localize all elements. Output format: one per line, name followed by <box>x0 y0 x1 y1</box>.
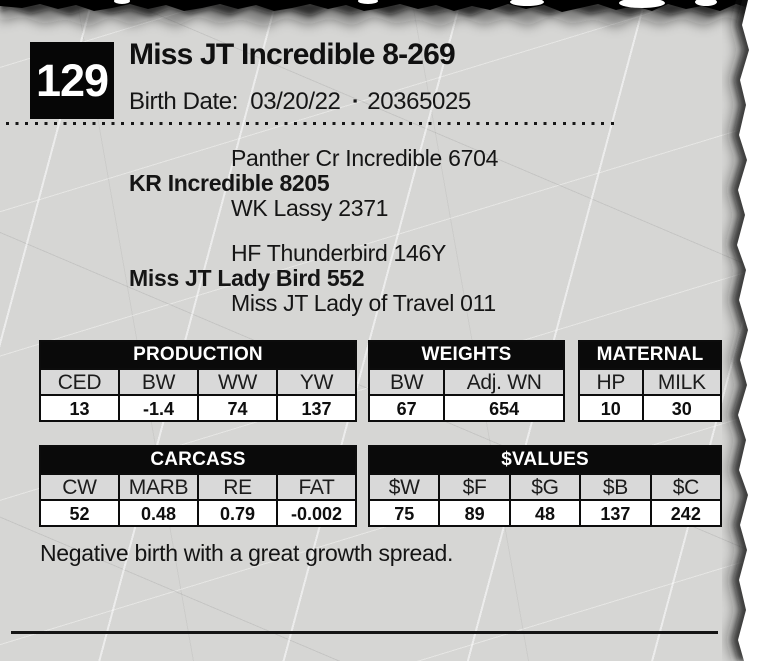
production-value-row: 13 -1.4 74 137 <box>41 394 355 420</box>
torn-paper-right-edge <box>725 0 770 661</box>
birth-date-line: Birth Date: 03/20/22 ▪ 20365025 <box>129 88 477 116</box>
registration-number: 20365025 <box>367 88 471 115</box>
column-header-re: RE <box>197 473 276 499</box>
dotted-divider <box>6 122 614 125</box>
value-bw: 67 <box>370 394 444 420</box>
svalues-table-title: $VALUES <box>370 447 720 473</box>
footnote-text: Negative birth with a great growth sprea… <box>40 540 454 566</box>
value-sf: 89 <box>438 499 509 525</box>
pedigree-dam-dam: Miss JT Lady of Travel 011 <box>231 290 496 316</box>
maternal-table-title: MATERNAL <box>580 342 720 368</box>
value-sg: 48 <box>508 499 580 525</box>
value-hp: 10 <box>580 394 642 420</box>
column-header-bw: BW <box>370 368 444 394</box>
maternal-header-row: HP MILK <box>580 368 720 394</box>
torn-paper-top-edge <box>0 0 770 27</box>
value-marb: 0.48 <box>118 499 197 525</box>
lot-number-badge: 129 <box>30 42 114 119</box>
footer-rule <box>11 631 718 634</box>
value-yw: 137 <box>276 394 355 420</box>
maternal-table: MATERNAL HP MILK 10 30 <box>578 340 722 422</box>
maternal-value-row: 10 30 <box>580 394 720 420</box>
value-adj-wn: 654 <box>443 394 563 420</box>
column-header-sf: $F <box>438 473 509 499</box>
column-header-bw: BW <box>118 368 197 394</box>
value-sw: 75 <box>370 499 439 525</box>
value-sc: 242 <box>649 499 721 525</box>
weights-table-title: WEIGHTS <box>370 342 563 368</box>
pedigree-dam-sire: HF Thunderbird 146Y <box>231 240 447 266</box>
pedigree-sire: KR Incredible 8205 <box>129 170 330 196</box>
production-table-title: PRODUCTION <box>41 342 355 368</box>
column-header-adj-wn: Adj. WN <box>443 368 563 394</box>
weights-table: WEIGHTS BW Adj. WN 67 654 <box>368 340 565 422</box>
value-fat: -0.002 <box>276 499 355 525</box>
birth-date-value: 03/20/22 <box>250 88 341 115</box>
pedigree-dam-group: HF Thunderbird 146Y Miss JT Lady Bird 55… <box>129 241 496 316</box>
value-re: 0.79 <box>197 499 276 525</box>
production-header-row: CED BW WW YW <box>41 368 355 394</box>
svalues-table: $VALUES $W $F $G $B $C 75 89 48 137 242 <box>368 445 722 527</box>
column-header-fat: FAT <box>276 473 355 499</box>
bullet-separator-icon: ▪ <box>352 93 358 108</box>
animal-name-title: Miss JT Incredible 8-269 <box>129 38 456 71</box>
carcass-value-row: 52 0.48 0.79 -0.002 <box>41 499 355 525</box>
svalues-value-row: 75 89 48 137 242 <box>370 499 721 525</box>
column-header-milk: MILK <box>641 368 720 394</box>
pedigree-sire-sire: Panther Cr Incredible 6704 <box>231 145 499 171</box>
column-header-ced: CED <box>41 368 118 394</box>
pedigree-dam: Miss JT Lady Bird 552 <box>129 265 365 291</box>
column-header-marb: MARB <box>118 473 197 499</box>
birth-date-label: Birth Date: <box>129 88 238 115</box>
column-header-sc: $C <box>649 473 721 499</box>
pedigree-sire-group: Panther Cr Incredible 6704 KR Incredible… <box>129 146 498 221</box>
pedigree-sire-dam: WK Lassy 2371 <box>231 195 389 221</box>
weights-value-row: 67 654 <box>370 394 563 420</box>
column-header-ww: WW <box>197 368 276 394</box>
column-header-sb: $B <box>579 473 650 499</box>
lot-number: 129 <box>35 54 109 106</box>
value-ced: 13 <box>41 394 118 420</box>
column-header-hp: HP <box>580 368 642 394</box>
svalues-header-row: $W $F $G $B $C <box>370 473 721 499</box>
value-ww: 74 <box>197 394 276 420</box>
carcass-header-row: CW MARB RE FAT <box>41 473 355 499</box>
production-table: PRODUCTION CED BW WW YW 13 -1.4 74 137 <box>39 340 357 422</box>
column-header-cw: CW <box>41 473 118 499</box>
column-header-sg: $G <box>508 473 580 499</box>
carcass-table-title: CARCASS <box>41 447 355 473</box>
weights-header-row: BW Adj. WN <box>370 368 563 394</box>
column-header-sw: $W <box>370 473 439 499</box>
column-header-yw: YW <box>276 368 355 394</box>
carcass-table: CARCASS CW MARB RE FAT 52 0.48 0.79 -0.0… <box>39 445 357 527</box>
value-milk: 30 <box>641 394 720 420</box>
value-bw: -1.4 <box>118 394 197 420</box>
value-cw: 52 <box>41 499 118 525</box>
value-sb: 137 <box>579 499 650 525</box>
